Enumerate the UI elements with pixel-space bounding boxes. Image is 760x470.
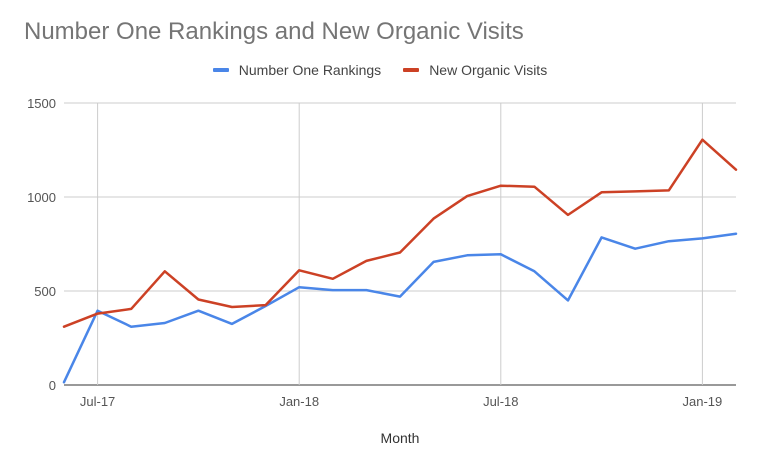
legend-item-visits[interactable]: New Organic Visits — [403, 62, 547, 78]
x-axis-label: Month — [380, 430, 420, 446]
data-point[interactable] — [566, 212, 571, 217]
data-point[interactable] — [431, 259, 436, 264]
legend-label-rankings: Number One Rankings — [238, 62, 382, 78]
data-point[interactable] — [263, 303, 268, 308]
data-point[interactable] — [196, 297, 201, 302]
data-point[interactable] — [633, 189, 638, 194]
data-point[interactable] — [599, 190, 604, 195]
y-tick-label: 1500 — [27, 96, 56, 111]
data-point[interactable] — [196, 308, 201, 313]
legend-label-visits: New Organic Visits — [429, 62, 548, 78]
data-point[interactable] — [700, 236, 705, 241]
data-point[interactable] — [734, 167, 739, 172]
chart-title: Number One Rankings and New Organic Visi… — [24, 18, 524, 45]
data-point[interactable] — [465, 194, 470, 199]
data-point[interactable] — [532, 184, 537, 189]
data-point[interactable] — [532, 269, 537, 274]
x-tick-label: Jan-18 — [279, 394, 319, 409]
y-tick-label: 1000 — [27, 190, 56, 205]
data-point[interactable] — [566, 298, 571, 303]
data-point[interactable] — [129, 306, 134, 311]
data-point[interactable] — [62, 380, 67, 385]
data-point[interactable] — [297, 285, 302, 290]
data-point[interactable] — [633, 246, 638, 251]
series-line-rankings[interactable] — [62, 232, 738, 384]
y-tick-label: 0 — [49, 378, 56, 393]
data-point[interactable] — [364, 258, 369, 263]
series-line-visits[interactable] — [62, 138, 738, 328]
legend-item-rankings[interactable]: Number One Rankings — [212, 62, 382, 78]
data-point[interactable] — [666, 188, 671, 193]
data-point[interactable] — [498, 183, 503, 188]
x-tick-label: Jan-19 — [683, 394, 723, 409]
legend-swatch-rankings — [212, 68, 229, 72]
data-point[interactable] — [498, 252, 503, 257]
data-point[interactable] — [230, 304, 235, 309]
data-point[interactable] — [330, 276, 335, 281]
legend-swatch-visits — [403, 68, 420, 72]
x-tick-label: Jul-17 — [80, 394, 115, 409]
data-point[interactable] — [162, 320, 167, 325]
x-tick-label: Jul-18 — [483, 394, 518, 409]
data-point[interactable] — [297, 268, 302, 273]
data-point[interactable] — [666, 239, 671, 244]
data-point[interactable] — [162, 269, 167, 274]
data-point[interactable] — [330, 288, 335, 293]
data-point[interactable] — [700, 137, 705, 142]
legend: Number One Rankings New Organic Visits — [0, 62, 760, 78]
data-point[interactable] — [398, 294, 403, 299]
data-point[interactable] — [465, 253, 470, 258]
data-point[interactable] — [364, 288, 369, 293]
data-point[interactable] — [734, 231, 739, 236]
data-point[interactable] — [230, 321, 235, 326]
data-point[interactable] — [599, 235, 604, 240]
data-point[interactable] — [129, 324, 134, 329]
y-tick-label: 500 — [34, 284, 56, 299]
data-point[interactable] — [431, 216, 436, 221]
data-point[interactable] — [398, 250, 403, 255]
data-point[interactable] — [62, 324, 67, 329]
data-point[interactable] — [95, 311, 100, 316]
